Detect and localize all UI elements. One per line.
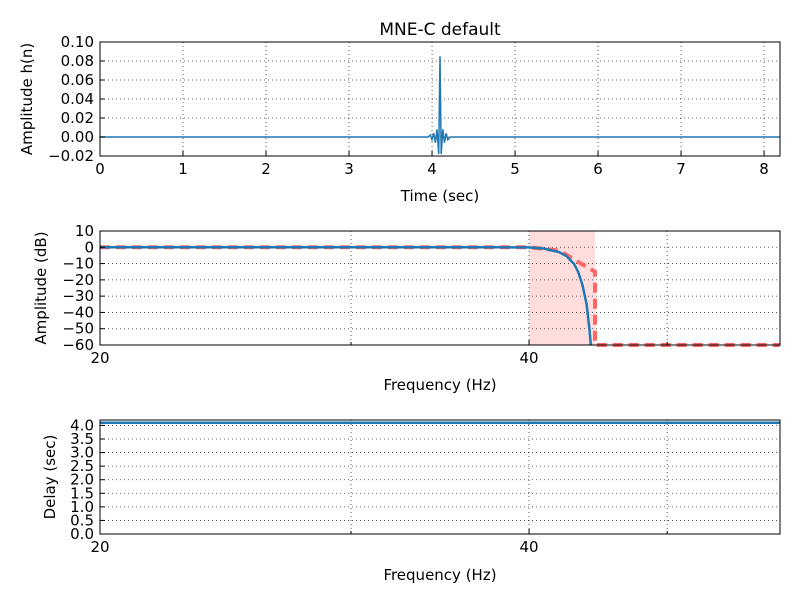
chart-title: MNE-C default [379,20,501,40]
y-tick-label: 0.04 [61,90,94,108]
y-tick-label: 2.0 [70,471,94,489]
x-tick-label: 3 [344,160,354,178]
x-tick-label: 20 [90,349,109,367]
x-tick-label: 40 [519,538,538,556]
x-tick-label: 2 [261,160,271,178]
delay-y-axis-label: Delay (sec) [41,435,59,520]
delay-chart: 20 40 4.03.53.02.52.01.51.00.50.0 Frequen… [41,416,781,584]
y-tick-label: 0 [84,238,94,256]
y-tick-label: 3.0 [70,444,94,462]
magnitude-x-axis-label: Frequency (Hz) [383,376,496,394]
y-tick-label: 0.5 [70,511,94,529]
y-tick-label: 0.00 [61,128,94,146]
y-tick-label: −30 [62,287,94,305]
y-tick-label: −0.02 [48,147,94,165]
y-tick-label: −10 [62,255,94,273]
y-tick-label: 2.5 [70,457,94,475]
y-tick-label: 0.0 [70,525,94,543]
y-tick-label: 0.02 [61,109,94,127]
x-tick-label: 7 [676,160,686,178]
y-tick-label: 10 [75,222,94,240]
y-tick-label: 4.0 [70,416,94,434]
impulse-y-axis-label: Amplitude h(n) [18,43,36,155]
x-tick-label: 0 [95,160,105,178]
ideal-response-series [100,245,780,347]
y-tick-label: −40 [62,303,94,321]
x-tick-label: 40 [519,349,538,367]
y-tick-label: −20 [62,271,94,289]
delay-x-axis-label: Frequency (Hz) [383,566,496,584]
y-tick-label: 0.10 [61,33,94,51]
y-tick-label: 0.08 [61,52,94,70]
delay-plot-frame [99,419,781,535]
y-tick-label: −50 [62,320,94,338]
x-tick-label: 6 [593,160,603,178]
actual-response-series [100,246,593,346]
y-tick-label: 1.0 [70,498,94,516]
y-tick-label: 3.5 [70,430,94,448]
x-tick-label: 1 [178,160,188,178]
y-tick-label: 1.5 [70,484,94,502]
x-tick-label: 5 [510,160,520,178]
x-tick-label: 20 [90,538,109,556]
y-tick-label: 0.06 [61,71,94,89]
magnitude-y-axis-label: Amplitude (dB) [32,231,50,344]
y-tick-label: −60 [62,336,94,354]
impulse-x-axis-label: Time (sec) [400,187,479,205]
x-tick-label: 8 [759,160,769,178]
x-tick-label: 4 [427,160,437,178]
impulse-response-series [100,56,780,155]
magnitude-response-chart: 20 40 100−10−20−30−40−50−60 Frequency (Hz… [32,222,781,394]
magnitude-plot-frame [99,230,781,346]
